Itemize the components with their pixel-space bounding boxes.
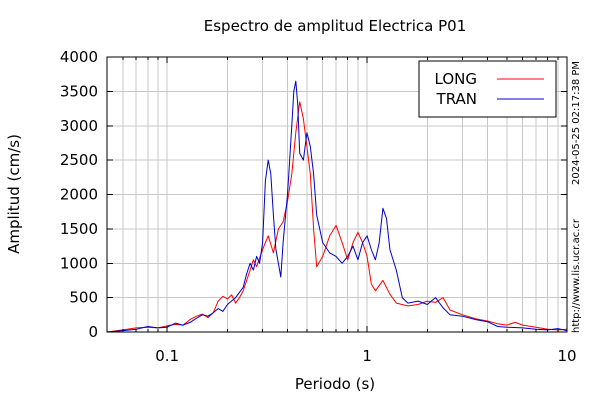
y-tick-label: 500 — [69, 289, 98, 307]
y-tick-label: 4000 — [60, 48, 98, 66]
y-tick-label: 2000 — [60, 186, 98, 204]
y-tick-label: 0 — [88, 323, 98, 341]
y-tick-label: 1500 — [60, 220, 98, 238]
x-tick-label: 1 — [362, 347, 372, 365]
series-line-long — [106, 101, 568, 333]
legend-box — [418, 60, 557, 118]
legend: LONG TRAN — [418, 60, 557, 118]
legend-label-tran: TRAN — [436, 90, 477, 108]
y-axis-label: Amplitud (cm/s) — [5, 134, 23, 254]
source-url-annotation: http://www.lis.ucr.ac.cr — [571, 218, 582, 333]
y-tick-label: 3000 — [60, 117, 98, 135]
x-axis-label: Periodo (s) — [295, 375, 375, 393]
timestamp-annotation: 2024-05-25 02:17:38 PM — [571, 61, 582, 185]
series-line-tran — [106, 80, 568, 333]
legend-label-long: LONG — [435, 70, 477, 88]
y-tick-label: 3500 — [60, 82, 98, 100]
y-tick-label: 1000 — [60, 254, 98, 272]
chart-title: Espectro de amplitud Electrica P01 — [204, 17, 467, 35]
x-tick-label: 10 — [557, 347, 576, 365]
series-layer — [106, 80, 568, 333]
axis-ticks: 0.1 1 10 0 500 1000 1500 2000 2500 3000 3500 4000 — [60, 48, 577, 365]
y-tick-label: 2500 — [60, 151, 98, 169]
x-tick-label: 0.1 — [155, 347, 179, 365]
